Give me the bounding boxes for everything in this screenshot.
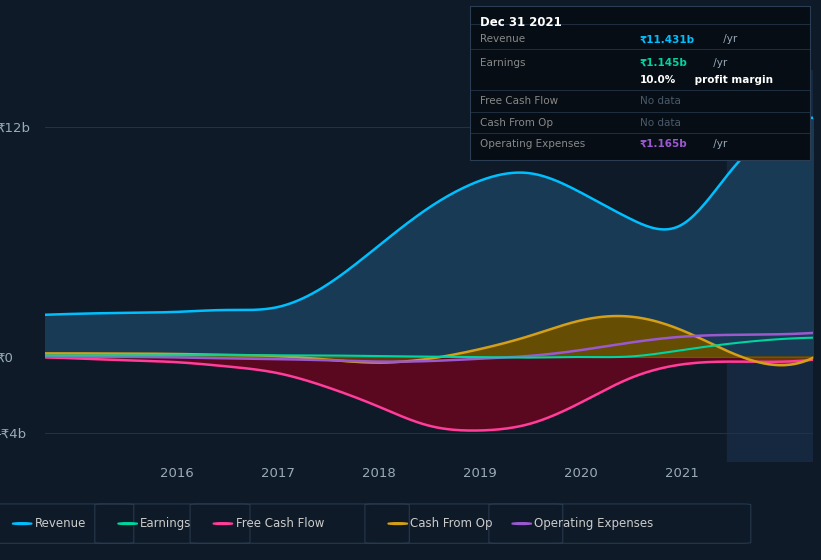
Text: profit margin: profit margin [691, 74, 773, 85]
Text: /yr: /yr [710, 139, 727, 149]
Circle shape [12, 522, 32, 525]
Text: Revenue: Revenue [479, 35, 525, 44]
Text: No data: No data [640, 118, 681, 128]
Text: /yr: /yr [710, 58, 727, 68]
Circle shape [388, 522, 408, 525]
Circle shape [213, 522, 233, 525]
Text: 10.0%: 10.0% [640, 74, 677, 85]
Circle shape [511, 522, 532, 525]
Text: Cash From Op: Cash From Op [410, 517, 493, 530]
Text: Revenue: Revenue [34, 517, 86, 530]
Text: Earnings: Earnings [479, 58, 525, 68]
Text: No data: No data [640, 96, 681, 106]
Text: Cash From Op: Cash From Op [479, 118, 553, 128]
Text: Earnings: Earnings [140, 517, 191, 530]
Text: Free Cash Flow: Free Cash Flow [479, 96, 558, 106]
Bar [727, 70, 813, 462]
Circle shape [117, 522, 138, 525]
Text: Operating Expenses: Operating Expenses [534, 517, 654, 530]
Text: /yr: /yr [720, 35, 737, 44]
Text: ₹1.165b: ₹1.165b [640, 139, 688, 149]
Text: ₹1.145b: ₹1.145b [640, 58, 688, 68]
Text: Free Cash Flow: Free Cash Flow [236, 517, 324, 530]
Text: ₹11.431b: ₹11.431b [640, 35, 695, 44]
Text: Operating Expenses: Operating Expenses [479, 139, 585, 149]
Text: Dec 31 2021: Dec 31 2021 [479, 16, 562, 29]
